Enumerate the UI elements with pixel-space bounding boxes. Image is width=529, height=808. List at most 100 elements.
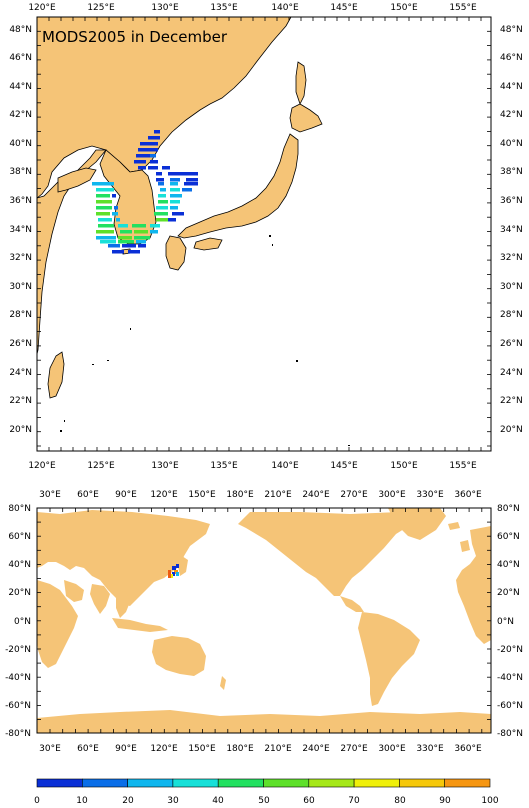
- lon-label: 135°E: [210, 3, 238, 13]
- lat-label: 26°N: [9, 339, 32, 349]
- colorbar-label: 90: [439, 796, 451, 806]
- southeast-asia: [116, 590, 130, 618]
- data-cell: [136, 154, 154, 158]
- sakhalin-island: [295, 61, 307, 106]
- data-cell: [118, 240, 134, 244]
- lat-label: -80°N: [5, 729, 31, 739]
- data-cell: [176, 564, 179, 568]
- lon-label: 330°E: [416, 744, 444, 754]
- data-cell: [122, 244, 136, 248]
- data-cell: [156, 136, 160, 140]
- data-cell: [168, 218, 176, 222]
- colorbar-label: 50: [258, 796, 270, 806]
- global-map: 30°E 60°E 90°E 120°E 150°E 180°E 210°E 2…: [5, 490, 523, 754]
- colorbar-swatch: [36, 778, 83, 788]
- global-left-lat-labels: 80°N 60°N 40°N 20°N 0°N -20°N -40°N -60°…: [5, 504, 31, 739]
- lat-label: -40°N: [497, 673, 523, 683]
- data-cell: [186, 178, 198, 182]
- data-cell: [136, 240, 146, 244]
- data-cell: [156, 178, 164, 182]
- lon-label: 330°E: [416, 490, 444, 500]
- data-cell: [128, 250, 140, 254]
- lon-label: 125°E: [87, 461, 115, 471]
- south-america: [358, 612, 420, 706]
- lat-label: 48°N: [9, 25, 32, 35]
- data-cell: [132, 224, 146, 228]
- data-cell: [172, 212, 184, 216]
- data-cell: [150, 224, 160, 228]
- lon-label: 300°E: [378, 744, 406, 754]
- data-cell: [168, 574, 171, 578]
- africa-continent: [37, 580, 78, 668]
- data-cell: [114, 206, 118, 210]
- global-land: [37, 508, 491, 733]
- lat-label: 38°N: [500, 167, 523, 177]
- global-ticks: [37, 507, 491, 733]
- colorbar-label: 60: [303, 796, 315, 806]
- data-cell: [98, 224, 114, 228]
- data-cell: [96, 212, 110, 216]
- data-cell: [150, 230, 158, 234]
- data-cell: [118, 224, 128, 228]
- lat-label: -20°N: [5, 645, 31, 655]
- lon-label: 180°E: [226, 490, 254, 500]
- lon-label: 150°E: [390, 461, 418, 471]
- colorbar-swatch: [308, 778, 355, 788]
- data-cell: [96, 206, 112, 210]
- central-america: [340, 596, 364, 612]
- regional-small-islands: [60, 235, 350, 446]
- colorbar-label: 20: [122, 796, 134, 806]
- lat-label: 30°N: [500, 282, 523, 292]
- colorbar-swatch: [127, 778, 174, 788]
- data-cell: [148, 166, 158, 170]
- lat-label: 40°N: [497, 560, 520, 570]
- data-cell: [158, 194, 166, 198]
- data-cell: [98, 218, 112, 222]
- island-dot: [130, 328, 131, 330]
- island-dot: [272, 244, 273, 246]
- data-cell: [138, 244, 146, 248]
- lat-label: 44°N: [500, 82, 523, 92]
- greenland-island: [388, 508, 446, 540]
- regional-top-lon-labels: 120°E 125°E 130°E 135°E 140°E 145°E 150°…: [28, 3, 477, 13]
- data-cell: [112, 194, 116, 198]
- island-dot: [348, 445, 350, 446]
- hokkaido-island: [289, 103, 323, 133]
- data-cell: [134, 230, 148, 234]
- british-isles: [460, 540, 470, 552]
- data-cell: [158, 200, 168, 204]
- shandong-peninsula: [57, 167, 97, 193]
- data-cell: [170, 178, 180, 182]
- colorbar-label: 70: [348, 796, 360, 806]
- lon-label: 120°E: [150, 744, 178, 754]
- colorbar-label: 80: [394, 796, 406, 806]
- data-cell: [96, 194, 110, 198]
- lat-label: 40°N: [9, 139, 32, 149]
- data-cell: [154, 130, 160, 134]
- data-cell: [112, 212, 118, 216]
- indian-subcontinent: [90, 584, 110, 614]
- lat-label: 80°N: [8, 504, 31, 514]
- lat-label: 24°N: [9, 368, 32, 378]
- lon-label: 150°E: [188, 490, 216, 500]
- lat-label: -40°N: [5, 673, 31, 683]
- data-cell: [156, 206, 168, 210]
- data-cell: [156, 172, 162, 176]
- lon-label: 90°E: [115, 490, 137, 500]
- colorbar-label: 40: [212, 796, 224, 806]
- colorbar-labels: 0 10 20 30 40 50 60 70 80 90 100: [34, 796, 499, 806]
- colorbar-swatch: [353, 778, 400, 788]
- lon-label: 145°E: [330, 3, 358, 13]
- lat-label: -60°N: [497, 701, 523, 711]
- data-cell: [112, 250, 124, 254]
- kyushu-island: [165, 235, 187, 271]
- europe-africa-east: [456, 526, 491, 644]
- iceland-island: [448, 522, 460, 530]
- island-dot: [60, 430, 62, 432]
- data-cell: [116, 218, 120, 222]
- data-cell: [182, 188, 192, 192]
- data-cell: [120, 230, 132, 234]
- data-cell: [160, 188, 166, 192]
- regional-map: MODS2005 in December 120°E 125°E 130°E 1…: [9, 3, 522, 471]
- data-cell: [134, 236, 150, 240]
